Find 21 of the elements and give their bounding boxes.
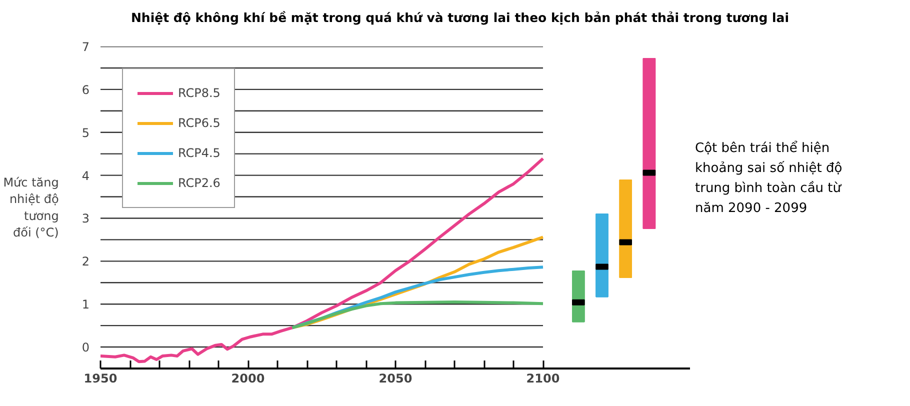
y-tick-label: 3 xyxy=(82,212,90,226)
legend-label: RCP4.5 xyxy=(178,146,220,160)
x-tick-label: 1950 xyxy=(84,372,118,386)
x-tick-label: 2000 xyxy=(231,372,265,386)
y-tick-label: 6 xyxy=(82,82,90,97)
y-tick-label: 5 xyxy=(82,126,90,140)
y-tick-label: 1 xyxy=(82,298,90,312)
x-tick-label: 2100 xyxy=(526,372,560,386)
y-tick-label: 0 xyxy=(82,340,90,355)
line-series xyxy=(290,300,544,330)
legend-label: RCP6.5 xyxy=(178,116,220,130)
legend-label: RCP8.5 xyxy=(178,86,220,100)
legend-label: RCP2.6 xyxy=(178,176,220,190)
x-tick-label: 2050 xyxy=(378,372,412,386)
y-tick-label: 4 xyxy=(82,168,90,183)
y-axis-title: Mức tăng nhiệt độ tương đối (°C) xyxy=(3,175,59,240)
text: Cột bên trái thể hiện khoảng sai số nhiệt độ trung bình toàn cầu từ năm 2090 - 2099 xyxy=(695,140,842,218)
chart-title: Nhiệt độ không khí bề mặt trong quá khứ và tương lai theo kịch bản phát thải trong tương lai xyxy=(130,9,790,27)
y-tick-label: 2 xyxy=(82,254,90,269)
line-series xyxy=(100,157,544,364)
y-tick-label: 7 xyxy=(82,40,90,54)
